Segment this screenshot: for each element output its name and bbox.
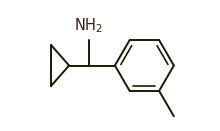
Text: NH$_2$: NH$_2$ <box>74 17 103 35</box>
